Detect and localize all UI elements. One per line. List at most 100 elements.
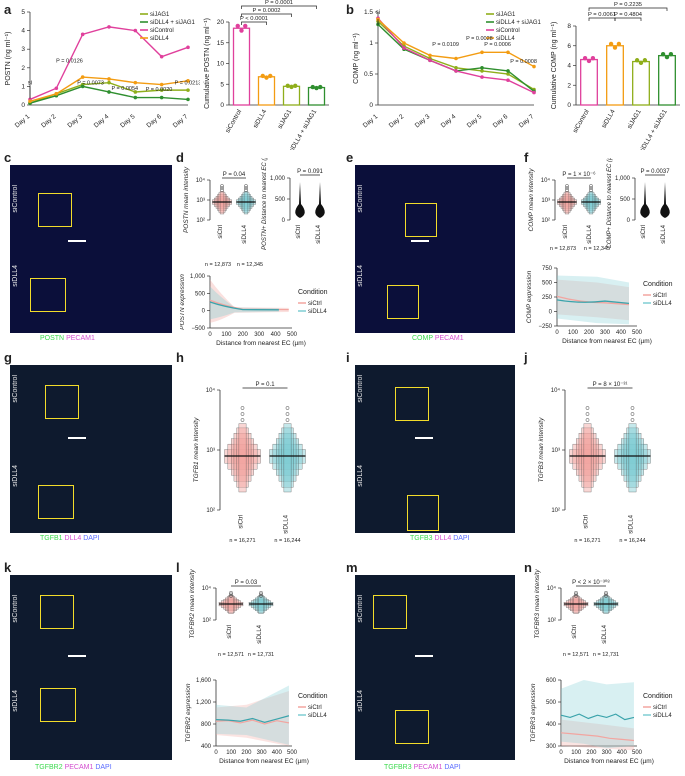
x-axis-label: Distance from nearest EC (µm)	[564, 758, 654, 765]
outlier	[565, 186, 569, 190]
boxen-level	[233, 433, 252, 482]
y-tick-label: 2	[21, 65, 25, 72]
legend-label: siJAG1	[496, 12, 516, 18]
micrograph-g: siControl siDLL4	[10, 365, 172, 533]
y-tick-label: 500	[195, 291, 206, 297]
annotation: P = 0.0002	[252, 8, 280, 14]
outlier	[244, 186, 248, 190]
chart-a-line: 0 1 2 3 4 5 Day 1 Day 2 Day 3 Day 4 Day 5 Day 6 Day …	[5, 9, 200, 130]
annotation: P = 0.0073	[77, 81, 104, 87]
outlier	[630, 418, 635, 422]
micrograph-k: siControl siDLL4	[10, 575, 172, 760]
x-tick-label: siCtrl	[563, 225, 569, 239]
annotation: P = 0.0001	[265, 0, 293, 6]
y-tick-label: 4	[21, 28, 25, 35]
significance-bracket	[241, 21, 267, 25]
y-tick-label: 10²	[202, 618, 211, 624]
data-point	[612, 45, 618, 50]
panel-label-a: a	[4, 2, 12, 17]
data-point	[642, 58, 648, 63]
y-axis-label: POSTN expression	[180, 274, 186, 330]
x-tick-label: siDLL4 + siJAG1	[288, 108, 319, 150]
boxen-level	[621, 438, 644, 476]
y-axis-label: TGFBR3 expression	[530, 683, 537, 742]
annotation: P = 0.0054	[111, 86, 138, 92]
annotation: P = 0.0213	[175, 81, 200, 87]
violin	[315, 182, 325, 218]
y-tick-label: 10³	[206, 448, 215, 454]
annotation: P = 0.2235	[614, 2, 642, 8]
boxen-level	[231, 438, 254, 476]
y-tick-label: 500	[620, 197, 631, 203]
caption-k: TGFBR2 PECAM1 DAPI	[35, 764, 112, 771]
x-axis-label: Distance from nearest EC (µm)	[562, 338, 652, 345]
y-tick-label: 15	[217, 40, 225, 47]
micrograph-e: siControl siDLL4	[355, 165, 515, 333]
x-tick-label: siCtrl	[239, 515, 245, 529]
boxen-level	[227, 443, 258, 470]
y-tick-label: 500	[275, 197, 286, 203]
outlier	[589, 188, 593, 192]
y-tick-label: 5	[21, 9, 25, 16]
data-point	[428, 53, 432, 58]
x-tick-label: Day 2	[40, 113, 58, 130]
x-tick-label: siJAG1	[277, 108, 294, 130]
data-point	[107, 90, 111, 94]
outlier	[585, 418, 590, 422]
x-tick-label: 100	[221, 332, 232, 338]
outlier	[259, 592, 263, 597]
data-point	[428, 58, 432, 63]
data-point	[582, 56, 588, 61]
y-tick-label: 3	[21, 46, 25, 53]
data-point	[480, 50, 484, 55]
sample-size: n = 12,731	[248, 652, 274, 658]
line-sictrl	[560, 732, 635, 742]
outlier	[574, 594, 578, 598]
outlier	[259, 594, 263, 598]
legend-label: siDLL4	[150, 36, 169, 42]
x-tick-label: siDLL4	[602, 624, 608, 643]
data-point	[159, 88, 164, 92]
micrograph-i: siControl siDLL4	[355, 365, 515, 533]
boxen-level	[581, 427, 594, 488]
x-tick-label: 500	[632, 750, 643, 756]
x-tick-label: 400	[617, 750, 628, 756]
outlier	[604, 592, 608, 597]
sample-size: n = 12,731	[593, 652, 619, 658]
x-tick-label: siJAG1	[626, 108, 643, 130]
y-axis-label: COMP expression	[526, 270, 533, 323]
chart-b-line: 0 0.5 1 1.5 Day 1 Day 2 Day 3 Day 4 Day 5 Day 6 Da…	[353, 9, 542, 129]
boxen-level	[583, 423, 592, 493]
bar	[282, 85, 301, 106]
ribbon-sictrl	[210, 279, 289, 323]
boxen-level	[238, 423, 247, 493]
x-tick-label: siCtrl	[572, 625, 578, 639]
chart-d: 10² 10³ 10⁴ POSTN mean intensity siCtrl siDLL…	[180, 158, 328, 347]
data-point	[616, 41, 622, 47]
boxen-level	[276, 438, 299, 476]
significance-bracket	[588, 17, 616, 21]
chart-j: 10² 10³ 10⁴ TGFB3 mean intensity siCtrl siDLL…	[538, 382, 651, 544]
annotation: P = 0.0126	[56, 58, 83, 64]
annotation: P = 0.4804	[614, 12, 643, 18]
x-tick-label: Day 6	[145, 113, 163, 130]
outlier	[585, 412, 590, 416]
caption-g: TGFB1 DLL4 DAPI	[40, 535, 100, 542]
x-tick-label: Day 5	[119, 113, 137, 130]
y-tick-label: 10²	[547, 618, 556, 624]
y-tick-label: 300	[546, 744, 557, 750]
data-point	[80, 84, 85, 89]
data-point	[80, 75, 85, 79]
sample-size: n = 16,271	[229, 538, 255, 544]
y-tick-label: 0	[567, 102, 571, 109]
legend-title: Condition	[298, 693, 328, 700]
outlier	[574, 592, 578, 597]
outlier	[285, 418, 290, 422]
y-tick-label: 1	[369, 40, 373, 47]
ribbon-sidll4	[557, 275, 629, 325]
outlier	[604, 594, 608, 598]
line-sidll4	[209, 301, 279, 311]
ribbon-sidll4	[216, 685, 289, 745]
y-tick-label: 0	[282, 218, 286, 224]
y-tick-label: 1	[21, 83, 25, 90]
